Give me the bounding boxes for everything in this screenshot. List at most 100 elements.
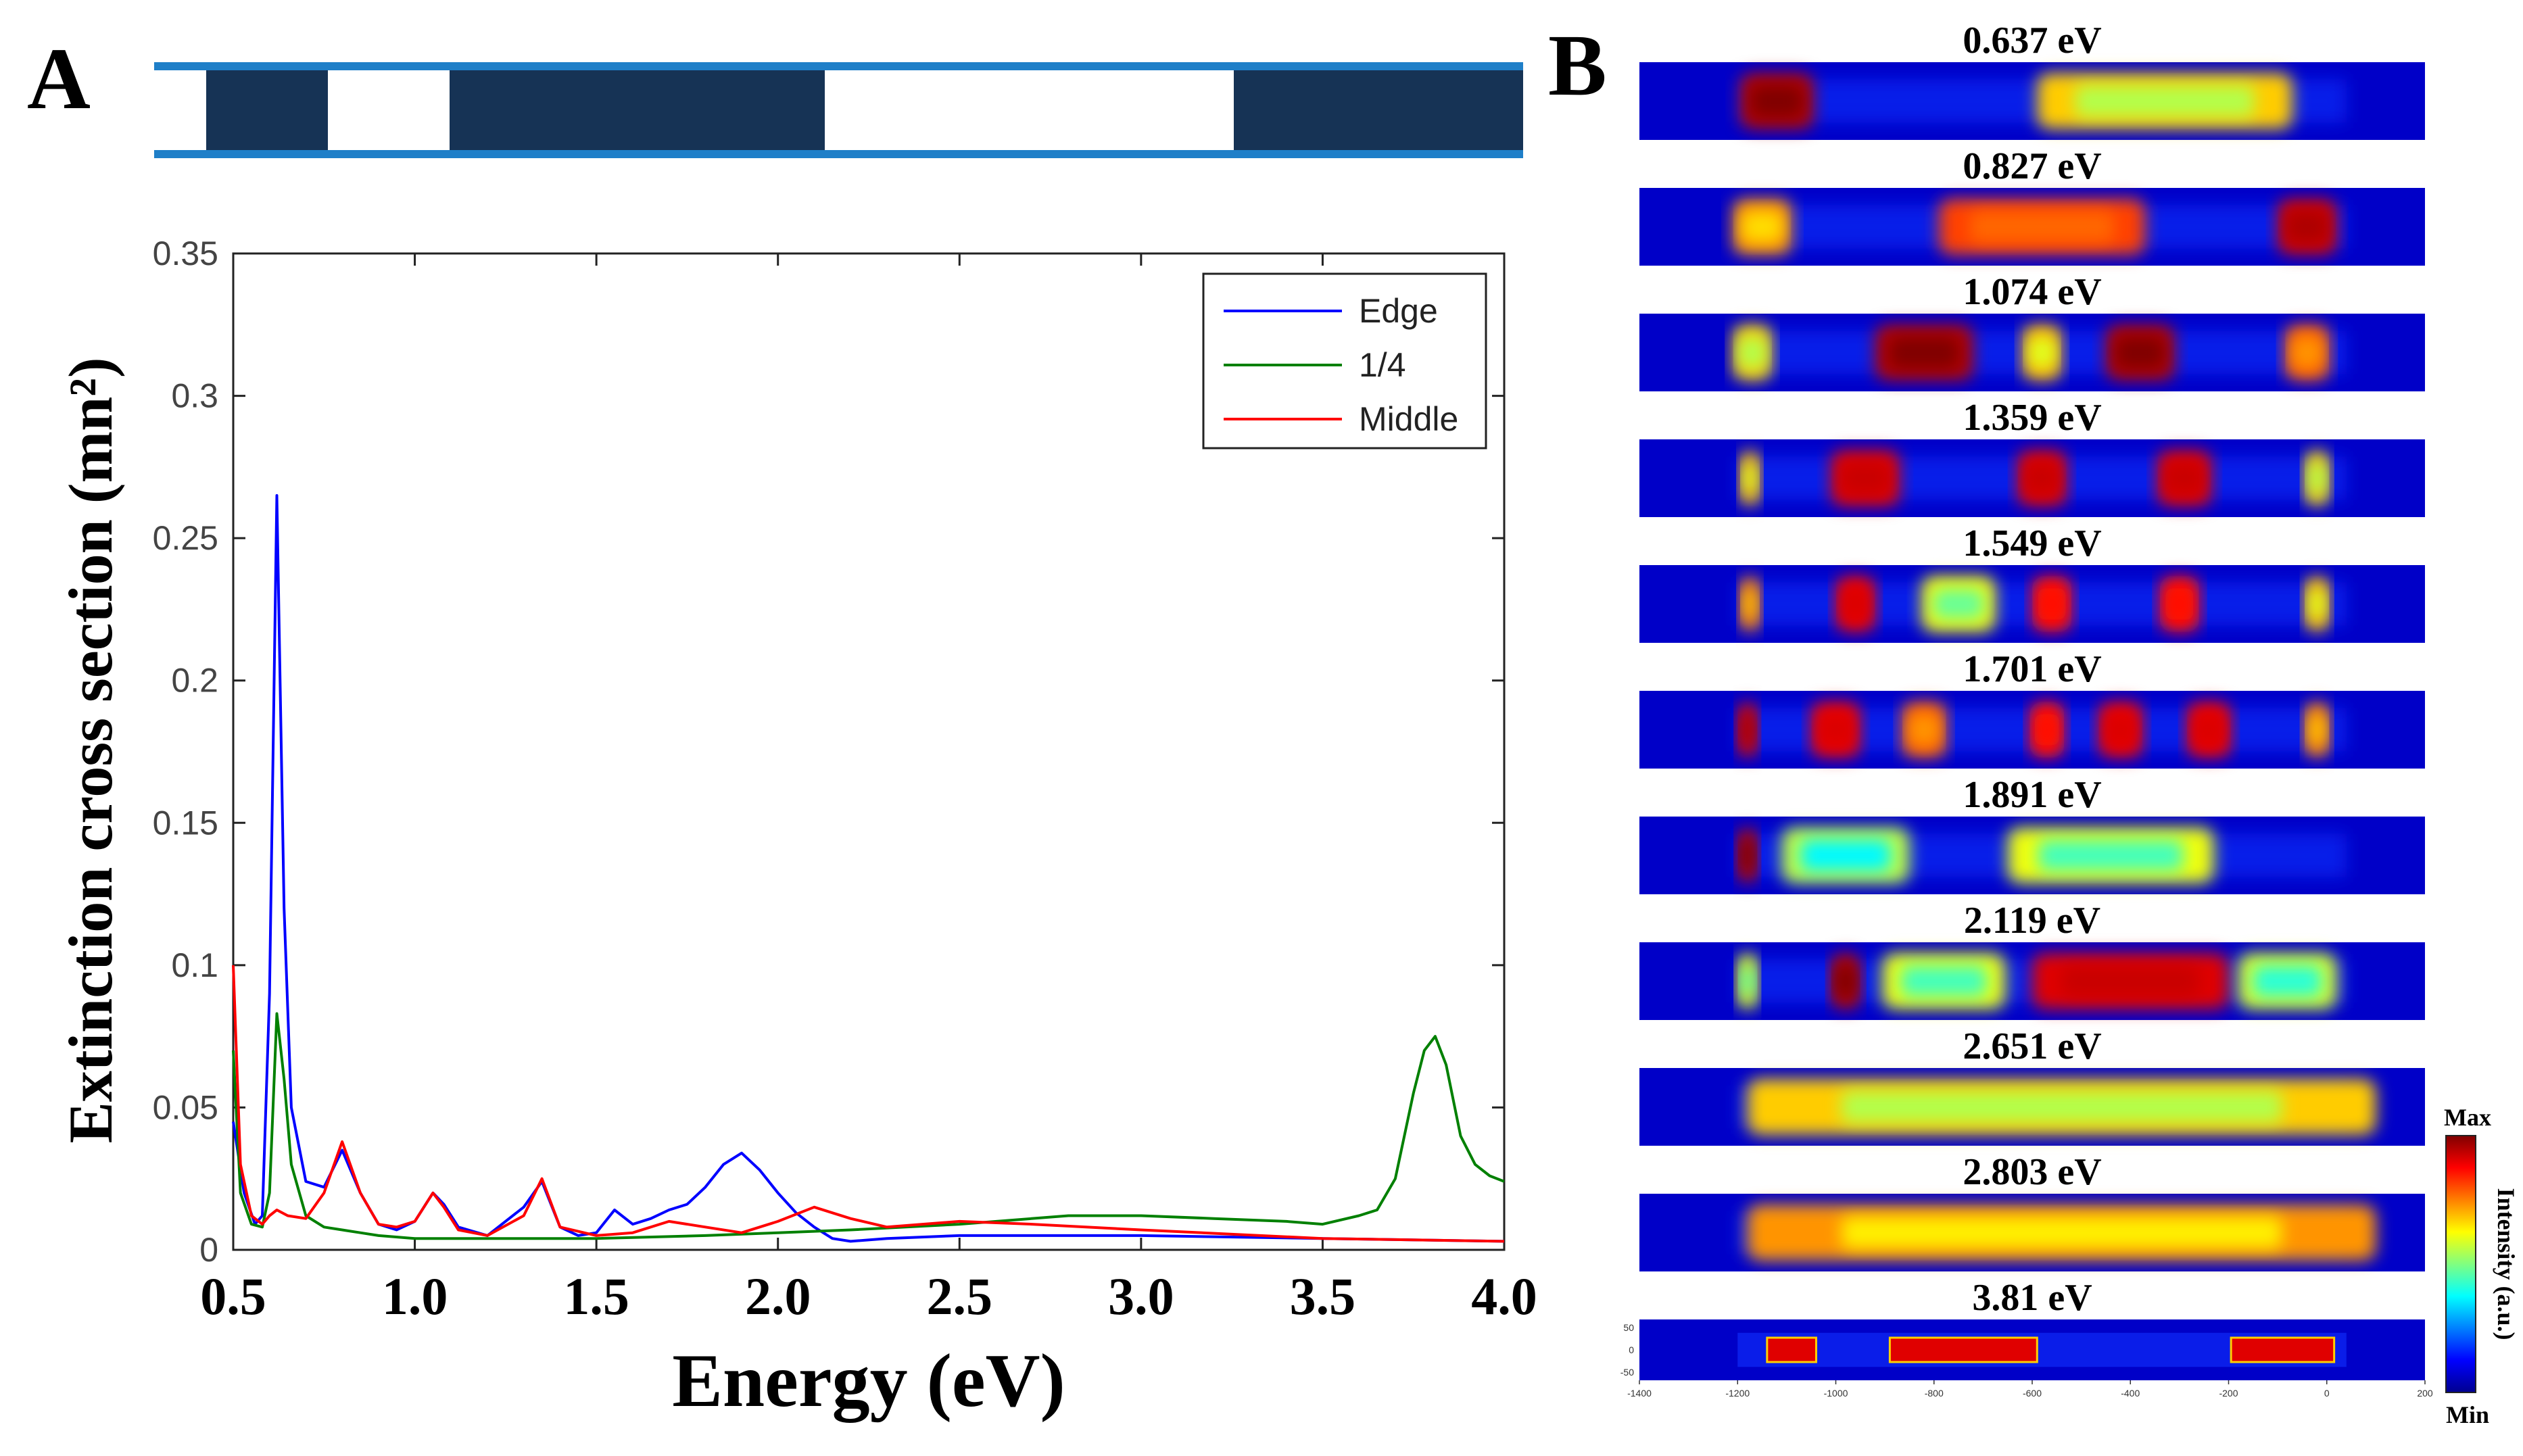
x-tick-label: 1.0 — [382, 1267, 448, 1326]
y-tick-label: 0.05 — [153, 1088, 218, 1126]
legend: Edge 1/4 Middle — [1202, 272, 1487, 450]
heatmap-panel: 1.074 eV — [1639, 271, 2425, 391]
panel-b-label: B — [1548, 17, 1607, 114]
structure-block-2 — [450, 70, 825, 150]
series-line-1-4 — [232, 1012, 1505, 1240]
heatmap-energy-label: 1.074 eV — [1963, 271, 2101, 313]
heatmap-hotspot-core — [1819, 714, 1853, 746]
heatmap-hotspot-core — [1932, 588, 1985, 620]
legend-label: 1/4 — [1359, 346, 1406, 384]
colorbar: Max Min Intensity (a.u.) — [2444, 1104, 2520, 1428]
heatmap-hotspot-core — [1842, 1217, 2282, 1248]
heatmap-panel: 1.549 eV — [1639, 523, 2425, 643]
colorbar-gradient — [2445, 1135, 2476, 1393]
heatmap-x-tick-label: -1000 — [1824, 1388, 1848, 1399]
heatmap-hotspot-core — [1835, 965, 1856, 997]
heatmap-x-tick-label: -1400 — [1627, 1388, 1652, 1399]
heatmap-panel: 1.701 eV — [1639, 648, 2425, 769]
heatmap-energy-label: 2.651 eV — [1963, 1025, 2101, 1067]
heatmap-hotspot-core — [2038, 840, 2183, 871]
heatmap-hotspot-core — [1969, 211, 2115, 243]
x-axis-ticks: 0.5 1.0 1.5 2.0 2.5 3.0 3.5 4.0 — [200, 253, 1537, 1326]
y-tick-label: 0.3 — [171, 377, 218, 415]
heatmap-x-tick-label: 0 — [2324, 1388, 2330, 1399]
heatmap-hotspot-core — [2286, 211, 2328, 243]
heatmap-hotspot-core — [2253, 965, 2322, 997]
heatmap-y-tick-label: -50 — [1620, 1367, 1634, 1378]
x-tick-label: 3.0 — [1108, 1267, 1174, 1326]
heatmap-energy-label: 1.701 eV — [1963, 648, 2101, 690]
heatmap-hotspot-core — [1751, 85, 1803, 117]
heatmap-hotspot-core — [1842, 588, 1869, 620]
heatmap-hotspot-core — [2193, 714, 2225, 746]
structure-bottom-rail — [154, 150, 1523, 158]
x-tick-label: 1.5 — [563, 1267, 629, 1326]
x-axis-label: Energy (eV) — [672, 1339, 1065, 1423]
heatmap-y-tick-label: 0 — [1629, 1344, 1634, 1355]
heatmap-hotspot-core — [1741, 211, 1783, 243]
heatmap-y-tick-label: 50 — [1623, 1322, 1634, 1333]
heatmap-hotspot-core — [2308, 714, 2326, 746]
structure-block-3 — [1234, 70, 1523, 150]
heatmap-energy-label: 1.359 eV — [1963, 397, 2101, 439]
y-tick-label: 0.2 — [171, 662, 218, 700]
heatmap-panel: 2.119 eV — [1639, 900, 2425, 1020]
heatmap-energy-label: 0.827 eV — [1963, 145, 2101, 187]
heatmap-energy-label: 0.637 eV — [1963, 20, 2101, 62]
y-axis-ticks: 0 0.05 0.1 0.15 0.2 0.25 0.3 0.35 — [153, 235, 1504, 1269]
heatmap-hotspot-core — [2038, 588, 2066, 620]
heatmap-x-tick-label: 200 — [2417, 1388, 2433, 1399]
heatmap-hotspot-core — [2034, 714, 2059, 746]
heatmap-hotspot — [2230, 1336, 2336, 1363]
heatmap-hotspot-core — [1800, 840, 1891, 871]
heatmap-hotspot-core — [2028, 337, 2056, 368]
heatmap-hotspot — [1766, 1336, 1817, 1363]
heatmap-x-tick-label: -800 — [1925, 1388, 1944, 1399]
y-tick-label: 0 — [199, 1231, 218, 1269]
heatmap-panel: 1.359 eV — [1639, 397, 2425, 517]
colorbar-title: Intensity (a.u.) — [2493, 1188, 2520, 1340]
chart-series — [232, 494, 1505, 1243]
heatmap-hotspot-core — [2116, 337, 2165, 368]
heatmap-hotspot-core — [2165, 462, 2204, 494]
heatmap-energy-label: 2.803 eV — [1963, 1151, 2101, 1193]
heatmap-energy-label: 2.119 eV — [1964, 900, 2100, 942]
legend-label: Middle — [1359, 400, 1458, 438]
y-tick-label: 0.25 — [153, 519, 218, 557]
heatmap-x-tick-label: -600 — [2023, 1388, 2042, 1399]
colorbar-min-label: Min — [2446, 1401, 2489, 1428]
heatmap-hotspot-core — [1842, 1091, 2282, 1123]
heatmap-x-tick-label: -400 — [2121, 1388, 2140, 1399]
heatmap-panel: 3.81 eV -1400 -1200 -1000 -800 -600 -400 -200 0 2… — [1620, 1277, 2433, 1399]
x-tick-label: 2.5 — [927, 1267, 993, 1326]
heatmap-x-tick-label: -200 — [2219, 1388, 2238, 1399]
heatmap-hotspot-core — [1743, 588, 1757, 620]
heatmap-energy-label: 1.891 eV — [1963, 774, 2101, 816]
heatmap-panel: 0.637 eV — [1639, 20, 2425, 140]
y-axis-label: Extinction cross section (mn²) — [56, 357, 125, 1143]
heatmap-panel: 1.891 eV — [1639, 774, 2425, 894]
heatmap-hotspot-core — [2308, 462, 2326, 494]
heatmap-x-tick-label: -1200 — [1725, 1388, 1750, 1399]
x-tick-label: 0.5 — [200, 1267, 266, 1326]
heatmap-hotspot-core — [2291, 337, 2323, 368]
heatmap-hotspot-core — [2061, 965, 2199, 997]
heatmap-panel: 2.651 eV — [1639, 1025, 2425, 1146]
structure-block-1 — [206, 70, 328, 150]
heatmap-hotspot — [1888, 1336, 2038, 1363]
colorbar-max-label: Max — [2444, 1104, 2491, 1131]
heatmap-hotspot-core — [1890, 337, 1959, 368]
legend-label: Edge — [1359, 292, 1438, 330]
heatmap-hotspot-core — [1740, 714, 1754, 746]
heatmap-hotspot-core — [2308, 588, 2326, 620]
heatmap-hotspot-core — [2105, 714, 2136, 746]
panel-a-label: A — [27, 30, 91, 128]
extinction-chart: 0.5 1.0 1.5 2.0 2.5 3.0 3.5 4.0 0 0.05 0.1 0.15 0.2… — [56, 235, 1537, 1423]
x-tick-label: 3.5 — [1290, 1267, 1356, 1326]
structure-schematic — [154, 62, 1523, 158]
heatmap-hotspot-core — [1738, 337, 1767, 368]
series-line-middle — [232, 965, 1505, 1243]
y-tick-label: 0.15 — [153, 804, 218, 842]
y-tick-label: 0.35 — [153, 235, 218, 272]
